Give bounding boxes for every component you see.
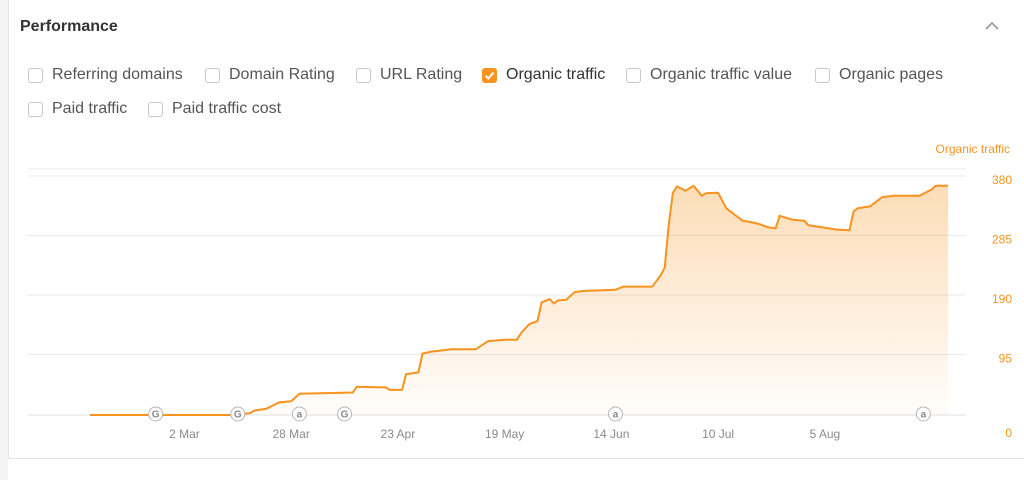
y-tick-label: 95 — [999, 352, 1013, 366]
y-tick-label: 380 — [992, 173, 1012, 187]
marker-symbol: a — [613, 410, 619, 421]
y-tick-label: 285 — [992, 233, 1012, 247]
marker-circle — [607, 406, 623, 422]
x-tick-label: 28 Mar — [272, 427, 309, 441]
section-title: Performance — [20, 18, 118, 35]
checkbox[interactable] — [815, 67, 830, 83]
annotation-marker: a — [291, 406, 307, 422]
marker-symbol: a — [921, 410, 927, 421]
google-update-marker: G — [230, 406, 246, 422]
metric-organic-traffic-value[interactable]: Organic traffic value — [626, 66, 792, 84]
x-tick-label: 10 Jul — [702, 427, 734, 441]
marker-circle — [230, 406, 246, 422]
marker-symbol: a — [297, 410, 303, 421]
collapse-button[interactable] — [982, 16, 1002, 36]
annotation-marker: a — [607, 406, 623, 422]
x-tick-label: 14 Jun — [593, 427, 629, 441]
checkbox[interactable] — [356, 67, 371, 83]
checkbox[interactable] — [28, 67, 43, 83]
series-area — [90, 185, 948, 415]
metric-label: Organic pages — [839, 66, 944, 83]
metric-label: Organic traffic value — [650, 66, 792, 83]
metric-paid-traffic[interactable]: Paid traffic — [28, 100, 127, 118]
series-line — [90, 184, 948, 416]
marker-circle — [148, 406, 164, 422]
y-tick-label: 0 — [1005, 426, 1012, 440]
checkbox[interactable] — [148, 101, 163, 117]
metric-label: URL Rating — [380, 66, 463, 83]
y-axis-title: Organic traffic — [936, 142, 1010, 156]
google-update-marker: G — [337, 406, 353, 422]
marker-symbol: G — [234, 410, 242, 421]
checkbox-checked[interactable] — [482, 67, 497, 83]
metric-organic-pages[interactable]: Organic pages — [815, 66, 943, 84]
marker-circle — [337, 406, 353, 422]
checkmark-icon — [484, 71, 495, 80]
metric-label: Paid traffic — [52, 100, 128, 117]
marker-circle — [291, 406, 307, 422]
metric-label: Organic traffic — [506, 66, 606, 83]
checkbox[interactable] — [626, 67, 641, 83]
checkbox[interactable] — [205, 67, 220, 83]
google-update-marker: G — [148, 406, 164, 422]
metric-domain-rating[interactable]: Domain Rating — [205, 66, 335, 84]
marker-symbol: G — [152, 410, 160, 421]
next-section-strip — [8, 458, 1024, 480]
marker-symbol: G — [341, 410, 349, 421]
x-tick-label: 23 Apr — [381, 427, 416, 441]
metric-label: Referring domains — [52, 66, 183, 83]
metric-label: Paid traffic cost — [172, 100, 282, 117]
metric-label: Domain Rating — [229, 66, 335, 83]
metric-organic-traffic[interactable]: Organic traffic — [482, 66, 605, 84]
x-tick-label: 5 Aug — [809, 427, 840, 441]
annotation-marker: a — [915, 406, 931, 422]
x-tick-label: 19 May — [485, 427, 524, 441]
checkbox[interactable] — [28, 101, 43, 117]
metric-url-rating[interactable]: URL Rating — [356, 66, 462, 84]
x-tick-label: 2 Mar — [169, 427, 200, 441]
chevron-up-icon — [985, 21, 999, 30]
marker-circle — [915, 406, 931, 422]
metric-referring-domains[interactable]: Referring domains — [28, 66, 183, 84]
y-tick-label: 190 — [992, 292, 1012, 306]
metric-paid-traffic-cost[interactable]: Paid traffic cost — [148, 100, 281, 118]
